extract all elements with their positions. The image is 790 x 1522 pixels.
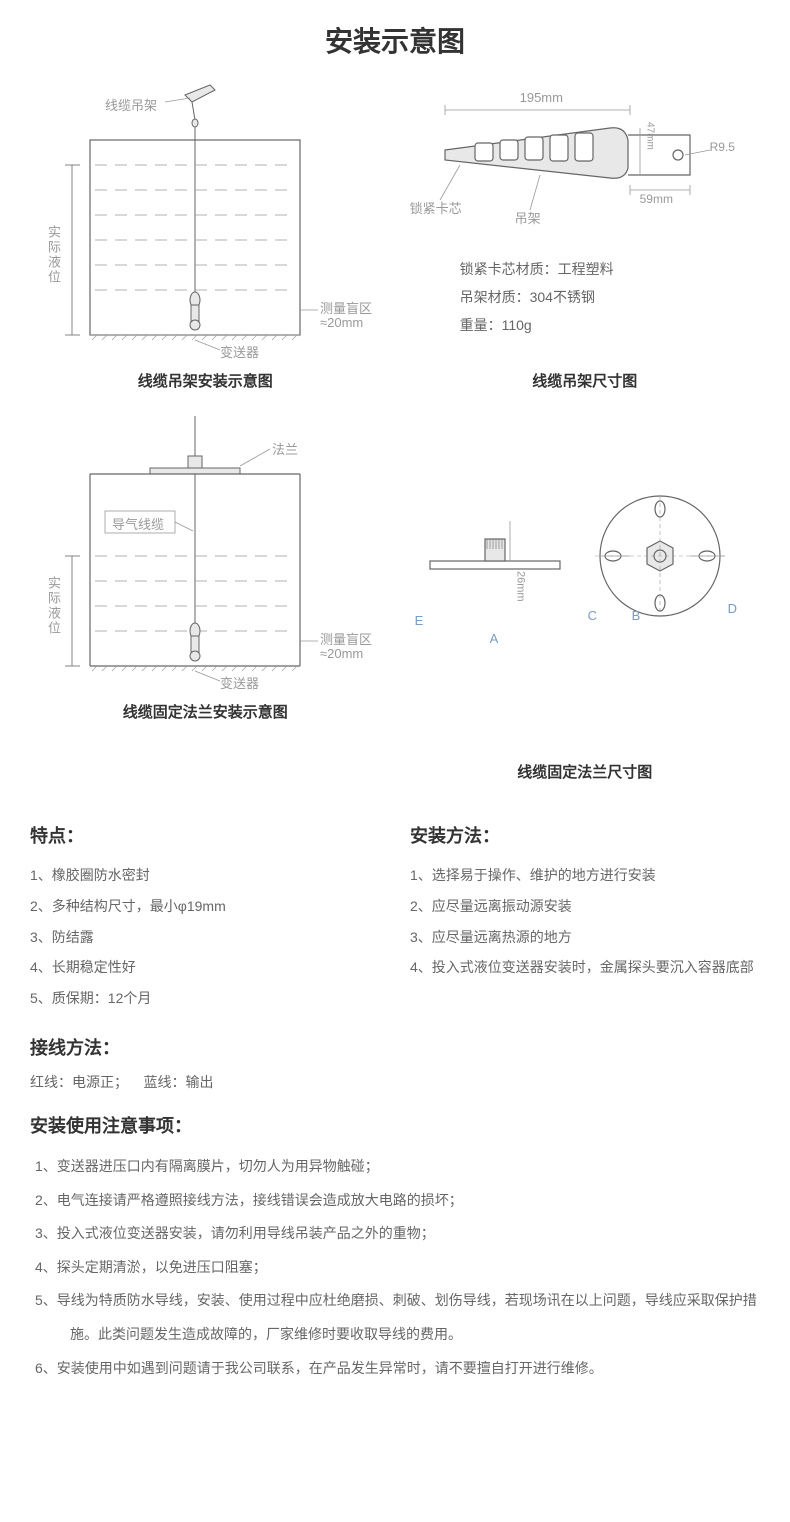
diagram-3-container: 法兰 导气线缆 实际液位 测量盲区 ≈20mm 变送器 线缆固定法兰安装示意图 <box>30 411 380 782</box>
list-item: 3、防结露 <box>30 922 380 953</box>
list-item: 4、探头定期清淤，以免进压口阻塞； <box>35 1251 760 1285</box>
diagram-2-container: 195mm R9.5 47mm 59mm 锁紧卡芯 吊架 锁紧卡芯材质：工程塑料… <box>410 80 760 391</box>
diagram-2-svg <box>410 80 760 230</box>
list-item: 3、应尽量远离热源的地方 <box>410 922 760 953</box>
precautions-list: 1、变送器进压口内有隔离膜片，切勿人为用异物触碰；2、电气连接请严格遵照接线方法… <box>30 1150 760 1385</box>
list-item: 2、电气连接请严格遵照接线方法，接线错误会造成放大电路的损坏； <box>35 1184 760 1218</box>
list-item: 2、多种结构尺寸，最小φ19mm <box>30 891 380 922</box>
row-2: 法兰 导气线缆 实际液位 测量盲区 ≈20mm 变送器 线缆固定法兰安装示意图 <box>30 411 760 782</box>
diagram-3-caption: 线缆固定法兰安装示意图 <box>30 701 380 722</box>
height-26-label: 26mm <box>515 571 527 602</box>
features-title: 特点： <box>30 822 380 848</box>
blind-zone-value-3: ≈20mm <box>320 646 363 661</box>
flange-label: 法兰 <box>272 439 298 458</box>
label-c: C <box>588 608 597 623</box>
diagram-4-container: 26mm E A C B D 线缆固定法兰尺寸图 <box>410 411 760 782</box>
installation-list: 1、选择易于操作、维护的地方进行安装2、应尽量远离振动源安装3、应尽量远离热源的… <box>410 860 760 983</box>
list-item: 4、长期稳定性好 <box>30 952 380 983</box>
radius-label: R9.5 <box>710 140 735 154</box>
list-item: 6、安装使用中如遇到问题请于我公司联系，在产品发生异常时，请不要擅自打开进行维修… <box>35 1352 760 1386</box>
precautions-title: 安装使用注意事项： <box>30 1112 760 1138</box>
blind-zone-value: ≈20mm <box>320 315 363 330</box>
spec-3: 重量：110g <box>460 311 614 339</box>
list-item: 3、投入式液位变送器安装，请勿利用导线吊装产品之外的重物； <box>35 1217 760 1251</box>
diagram-4-svg <box>410 471 760 651</box>
height-47-label: 47mm <box>645 122 656 150</box>
list-item: 1、变送器进压口内有隔离膜片，切勿人为用异物触碰； <box>35 1150 760 1184</box>
wiring-title: 接线方法： <box>30 1034 760 1060</box>
hanger-label: 线缆吊架 <box>105 95 157 114</box>
core-label: 锁紧卡芯 <box>410 198 462 217</box>
diagram-2-caption: 线缆吊架尺寸图 <box>410 370 760 391</box>
transmitter-label: 变送器 <box>220 342 259 361</box>
list-item: 5、导线为特质防水导线，安装、使用过程中应杜绝磨损、刺破、划伤导线，若现场讯在以… <box>35 1284 760 1351</box>
list-item: 1、橡胶圈防水密封 <box>30 860 380 891</box>
diagram-1-caption: 线缆吊架安装示意图 <box>30 370 380 391</box>
features-install-row: 特点： 1、橡胶圈防水密封2、多种结构尺寸，最小φ19mm3、防结露4、长期稳定… <box>30 802 760 1014</box>
list-item: 5、质保期：12个月 <box>30 983 380 1014</box>
installation-section: 安装方法： 1、选择易于操作、维护的地方进行安装2、应尽量远离振动源安装3、应尽… <box>410 802 760 1014</box>
width-195-label: 195mm <box>520 90 563 105</box>
bracket-59-label: 59mm <box>640 192 673 206</box>
wiring-text: 红线：电源正； 蓝线：输出 <box>30 1072 760 1092</box>
label-a: A <box>490 631 499 646</box>
row-1: 线缆吊架 实际液位 测量盲区 ≈20mm 变送器 线缆吊架安装示意图 <box>30 80 760 391</box>
liquid-level-label-3: 实际液位 <box>44 576 63 636</box>
features-list: 1、橡胶圈防水密封2、多种结构尺寸，最小φ19mm3、防结露4、长期稳定性好5、… <box>30 860 380 1014</box>
cable-label: 导气线缆 <box>112 514 164 533</box>
features-section: 特点： 1、橡胶圈防水密封2、多种结构尺寸，最小φ19mm3、防结露4、长期稳定… <box>30 802 380 1014</box>
list-item: 2、应尽量远离振动源安装 <box>410 891 760 922</box>
list-item: 1、选择易于操作、维护的地方进行安装 <box>410 860 760 891</box>
list-item: 4、投入式液位变送器安装时，金属探头要沉入容器底部 <box>410 952 760 983</box>
transmitter-label-3: 变送器 <box>220 673 259 692</box>
label-d: D <box>728 601 737 616</box>
spec-1: 锁紧卡芯材质：工程塑料 <box>460 255 614 283</box>
precautions-section: 安装使用注意事项： 1、变送器进压口内有隔离膜片，切勿人为用异物触碰；2、电气连… <box>30 1112 760 1385</box>
liquid-level-label: 实际液位 <box>44 225 63 285</box>
spec-2: 吊架材质：304不锈钢 <box>460 283 614 311</box>
diagram-4-caption: 线缆固定法兰尺寸图 <box>410 761 760 782</box>
diagram-1-container: 线缆吊架 实际液位 测量盲区 ≈20mm 变送器 线缆吊架安装示意图 <box>30 80 380 391</box>
label-e: E <box>415 613 424 628</box>
main-title: 安装示意图 <box>30 20 760 60</box>
label-b: B <box>632 608 641 623</box>
installation-title: 安装方法： <box>410 822 760 848</box>
wiring-section: 接线方法： 红线：电源正； 蓝线：输出 <box>30 1034 760 1092</box>
hanger-sub-label: 吊架 <box>515 208 541 227</box>
